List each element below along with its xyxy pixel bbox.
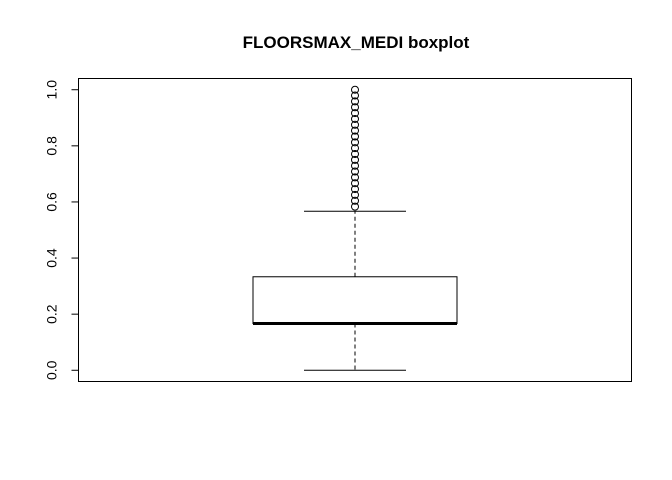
y-tick-label: 1.0	[44, 80, 60, 100]
outlier-point	[351, 196, 359, 205]
outlier-point	[351, 85, 359, 94]
outlier-point	[351, 120, 359, 129]
outlier-point	[351, 144, 359, 153]
outlier-point	[351, 150, 359, 159]
outlier-point	[351, 132, 359, 141]
box-group	[252, 210, 458, 371]
plot-frame	[78, 78, 632, 382]
y-axis: 0.0 0.2 0.4 0.6 0.8 1.0	[44, 80, 79, 380]
y-tick-label: 0.4	[44, 248, 60, 268]
chart-title: FLOORSMAX_MEDI boxplot	[243, 33, 470, 52]
outlier-point	[351, 155, 359, 164]
outlier-point	[351, 109, 359, 118]
outlier-point	[351, 190, 359, 199]
outlier-point	[351, 138, 359, 147]
outlier-point	[351, 126, 359, 135]
outlier-point	[351, 97, 359, 106]
y-tick-label: 0.0	[44, 360, 60, 380]
outlier-group	[351, 85, 359, 211]
outlier-point	[351, 179, 359, 188]
outlier-point	[351, 173, 359, 182]
outlier-point	[351, 167, 359, 176]
y-tick-label: 0.6	[44, 192, 60, 212]
outlier-point	[351, 91, 359, 100]
iqr-box	[252, 276, 458, 325]
outlier-point	[351, 103, 359, 112]
y-tick-label: 0.8	[44, 136, 60, 156]
outlier-point	[351, 114, 359, 123]
outlier-point	[351, 185, 359, 194]
outlier-point	[351, 161, 359, 170]
outlier-point	[351, 202, 359, 211]
y-tick-label: 0.2	[44, 304, 60, 324]
